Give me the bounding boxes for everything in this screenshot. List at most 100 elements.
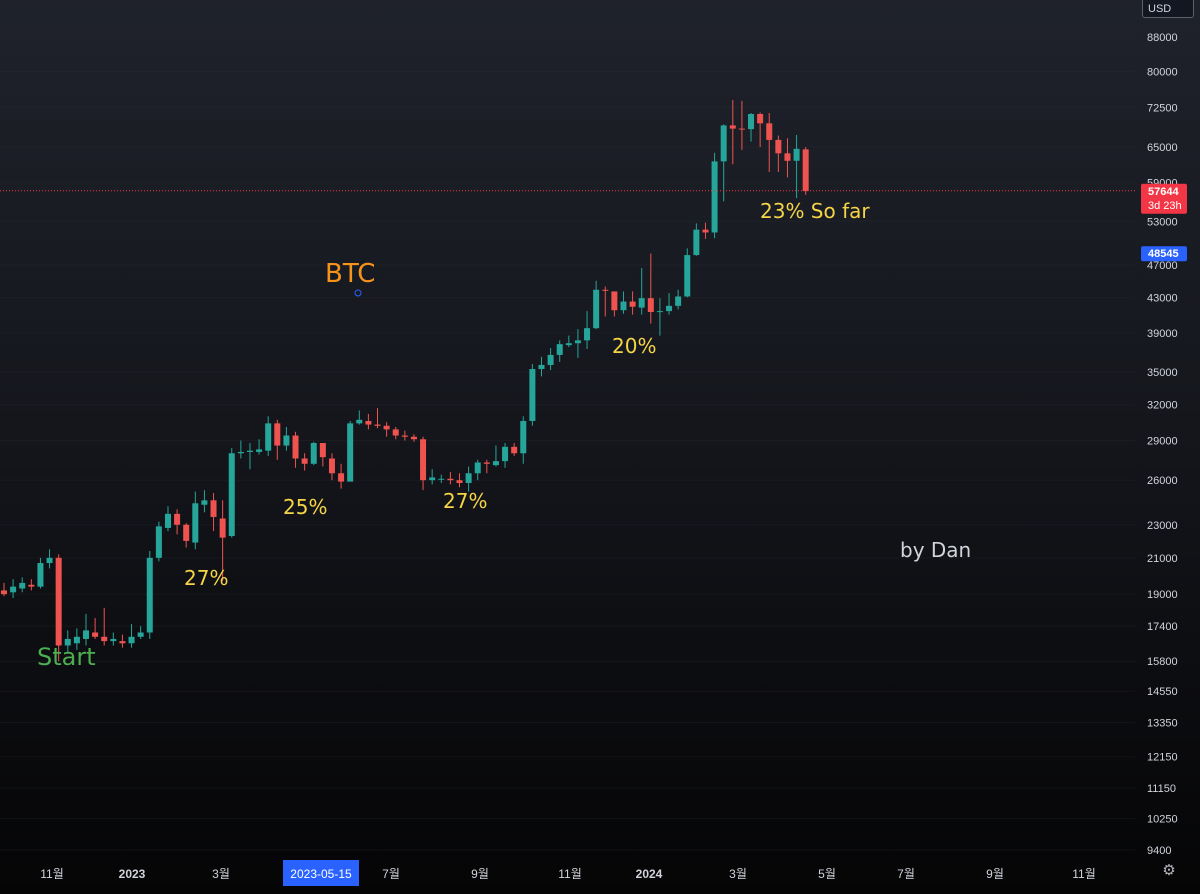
candles-layer <box>1 99 809 662</box>
y-axis[interactable]: 8800080000725006500059000530004700043000… <box>1141 32 1187 857</box>
candle-body <box>647 298 654 312</box>
gear-icon[interactable]: ⚙ <box>1162 862 1176 879</box>
last-price-value: 57644 <box>1148 186 1179 198</box>
candle-body <box>146 557 153 633</box>
candle <box>647 253 654 324</box>
candle-body <box>401 435 408 437</box>
candle <box>629 291 636 315</box>
candle <box>429 469 436 485</box>
candle-body <box>611 291 618 311</box>
chart-annotation[interactable]: BTC <box>325 259 375 289</box>
candle-body <box>356 419 363 424</box>
candle-body <box>502 446 509 462</box>
y-tick-label: 39000 <box>1147 328 1178 340</box>
candle-body <box>237 451 244 454</box>
marker-price-tag-bg <box>1141 246 1187 262</box>
countdown-label: 3d 23h <box>1148 200 1182 212</box>
candle <box>92 617 99 639</box>
candle <box>456 473 463 488</box>
candle <box>556 340 563 362</box>
y-tick-label: 14550 <box>1147 686 1178 698</box>
chart-annotation[interactable]: 25% <box>283 495 327 519</box>
candle <box>1 582 7 597</box>
currency-button[interactable]: USD <box>1142 0 1194 18</box>
candle <box>174 509 181 535</box>
y-tick-label: 80000 <box>1147 67 1178 79</box>
candle <box>10 579 17 599</box>
y-tick-label: 72500 <box>1147 102 1178 114</box>
x-tick-label: 7월 <box>897 867 915 881</box>
y-tick-label: 43000 <box>1147 292 1178 304</box>
candle-body <box>82 630 89 639</box>
candle-body <box>119 641 126 644</box>
candle <box>219 500 226 582</box>
chart-annotation[interactable]: 23% So far <box>760 199 870 223</box>
candle-body <box>666 305 673 312</box>
candle <box>474 459 481 481</box>
chart-annotation[interactable]: Start <box>37 643 96 671</box>
candle <box>529 363 536 426</box>
y-tick-label: 15800 <box>1147 656 1178 668</box>
candle <box>82 613 89 646</box>
y-tick-label: 47000 <box>1147 260 1178 272</box>
candle <box>237 440 244 459</box>
candle <box>338 463 345 489</box>
x-tick-label: 7월 <box>382 867 400 881</box>
candle <box>101 607 108 646</box>
candle-body <box>174 513 181 525</box>
candle <box>511 443 518 456</box>
candle <box>802 147 809 195</box>
chart-annotation[interactable]: 20% <box>612 334 656 358</box>
chart-annotation[interactable]: by Dan <box>900 538 971 562</box>
candle <box>638 268 645 315</box>
candle-body <box>28 584 35 587</box>
y-tick-label: 26000 <box>1147 475 1178 487</box>
candle <box>620 291 627 314</box>
candle-body <box>456 480 463 484</box>
candle-body <box>19 582 26 589</box>
candle-body <box>64 638 71 646</box>
candle-body <box>793 148 800 161</box>
chart-annotation[interactable]: 27% <box>184 566 228 590</box>
last-price-tag: 57644 3d 23h <box>1141 183 1187 214</box>
y-tick-label: 21000 <box>1147 553 1178 565</box>
candle-body <box>684 255 691 297</box>
candle-body <box>310 443 317 464</box>
candle-body <box>729 125 736 129</box>
candle <box>656 298 663 336</box>
candle-body <box>556 344 563 355</box>
candle-body <box>447 478 454 481</box>
chart-annotation[interactable]: 27% <box>443 489 487 513</box>
candle-body <box>748 114 755 130</box>
candle <box>328 453 335 481</box>
candle-body <box>283 435 290 446</box>
candle <box>128 624 135 648</box>
candle <box>602 286 609 317</box>
candle <box>301 453 308 471</box>
candle-body <box>101 636 108 642</box>
candle-body <box>775 139 782 154</box>
candle-body <box>656 311 663 313</box>
candle <box>520 416 527 464</box>
candle <box>201 490 208 513</box>
candle <box>547 348 554 371</box>
candle <box>492 445 499 467</box>
candle-body <box>629 301 636 307</box>
candle-body <box>465 473 472 484</box>
candle-body <box>164 513 171 528</box>
candle-body <box>620 301 627 311</box>
candle <box>228 448 235 538</box>
candle-body <box>693 229 700 256</box>
candle <box>675 289 682 310</box>
candle-body <box>374 424 381 426</box>
candle-body <box>702 229 709 233</box>
candle-body <box>410 436 417 440</box>
marker-price-tag: 48545 <box>1141 246 1187 262</box>
candle-body <box>520 420 527 454</box>
x-axis[interactable]: 11월 2023 3월 2023-05-15 7월 9월 11월 2024 3월 5월 7월 9월 11… <box>40 860 1096 886</box>
candle-body <box>328 458 335 474</box>
candle-body <box>720 125 727 162</box>
x-tick-label: 2023 <box>119 867 146 881</box>
anchor-point-icon[interactable] <box>354 289 362 297</box>
